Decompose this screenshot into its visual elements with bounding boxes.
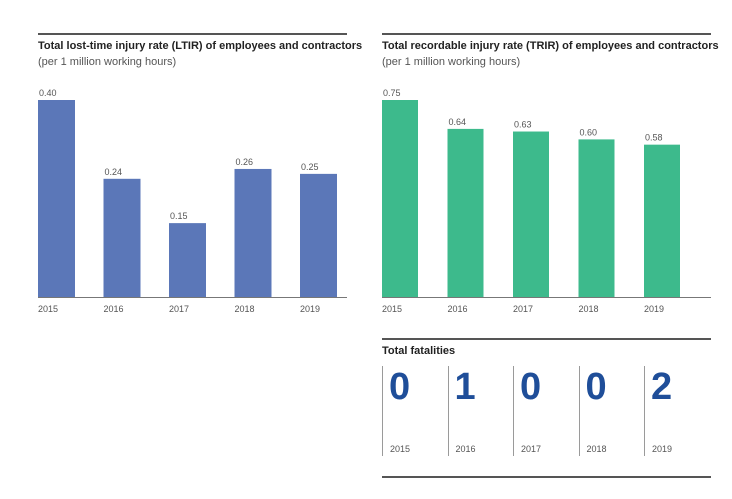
- column-divider: [578, 366, 580, 456]
- x-tick-label-2018: 2018: [579, 304, 599, 314]
- data-label-2019: 0.25: [301, 162, 319, 172]
- fatality-year-2015: 2015: [390, 444, 411, 454]
- trir-chart-title: Total recordable injury rate (TRIR) of e…: [382, 40, 719, 52]
- trir-top-rule: [382, 33, 711, 35]
- ltir-chart-title: Total lost-time injury rate (LTIR) of em…: [38, 40, 363, 52]
- ltir-chart: 0.40 2015 0.24 2016 0.15 2017 0.26 2018 0.25 2019: [38, 88, 347, 314]
- ltir-top-rule: [38, 33, 347, 35]
- data-label-2017: 0.63: [514, 120, 532, 130]
- trir-chart: 0.75 2015 0.64 2016 0.63 2017 0.60 2018 0.58 2019: [382, 88, 711, 314]
- fatality-count-2018: 0: [585, 366, 607, 408]
- fatality-column-2016: 1 2016: [447, 366, 512, 456]
- fatality-year-2016: 2016: [455, 444, 476, 454]
- fatality-count-2017: 0: [520, 366, 542, 408]
- column-divider: [644, 366, 645, 456]
- bar-2015: [382, 100, 418, 297]
- fatality-year-2018: 2018: [586, 444, 607, 454]
- x-tick-label-2019: 2019: [300, 304, 320, 314]
- x-tick-label-2017: 2017: [513, 304, 533, 314]
- x-tick-label-2016: 2016: [448, 304, 468, 314]
- x-tick-label-2019: 2019: [644, 304, 664, 314]
- trir-chart-subtitle: (per 1 million working hours): [382, 56, 521, 68]
- fatality-year-2019: 2019: [652, 444, 673, 454]
- fatality-year-2017: 2017: [521, 444, 542, 454]
- fatality-column-2017: 0 2017: [513, 366, 577, 456]
- fatality-count-2019: 2: [651, 366, 673, 408]
- data-label-2019: 0.58: [645, 133, 663, 143]
- column-divider: [513, 366, 514, 456]
- data-label-2017: 0.15: [170, 211, 188, 221]
- data-label-2016: 0.24: [105, 167, 123, 177]
- ltir-chart-subtitle: (per 1 million working hours): [38, 56, 177, 68]
- fatalities-panel: Total fatalities 0 2015 1 2016 0 2017 0 2018 2 20…: [382, 338, 711, 480]
- bar-2019: [644, 144, 680, 297]
- fatality-count-2015: 0: [389, 366, 411, 408]
- fatality-column-2018: 0 2018: [578, 366, 643, 456]
- x-tick-label-2018: 2018: [235, 304, 255, 314]
- column-divider: [382, 366, 383, 456]
- fatality-count-2016: 1: [454, 366, 476, 408]
- bar-2018: [234, 168, 272, 297]
- data-label-2015: 0.40: [39, 88, 57, 98]
- x-tick-label-2015: 2015: [38, 304, 58, 314]
- x-tick-label-2017: 2017: [169, 304, 189, 314]
- fatalities-top-rule: [382, 338, 711, 340]
- bar-2019: [300, 173, 337, 297]
- bar-2015: [38, 100, 75, 297]
- fatality-column-2019: 2 2019: [644, 366, 708, 456]
- bar-2016: [103, 178, 141, 297]
- bar-2016: [447, 128, 484, 297]
- fatalities-title: Total fatalities: [382, 345, 456, 357]
- fatality-column-2015: 0 2015: [382, 366, 446, 456]
- data-label-2018: 0.60: [580, 127, 598, 137]
- data-label-2015: 0.75: [383, 88, 401, 98]
- x-tick-label-2016: 2016: [104, 304, 124, 314]
- bar-2017: [513, 131, 549, 297]
- fatalities-bottom-rule: [382, 476, 711, 478]
- bar-2017: [169, 223, 206, 297]
- column-divider: [447, 366, 449, 456]
- data-label-2016: 0.64: [449, 117, 467, 127]
- data-label-2018: 0.26: [236, 157, 254, 167]
- x-tick-label-2015: 2015: [382, 304, 402, 314]
- bar-2018: [578, 139, 615, 297]
